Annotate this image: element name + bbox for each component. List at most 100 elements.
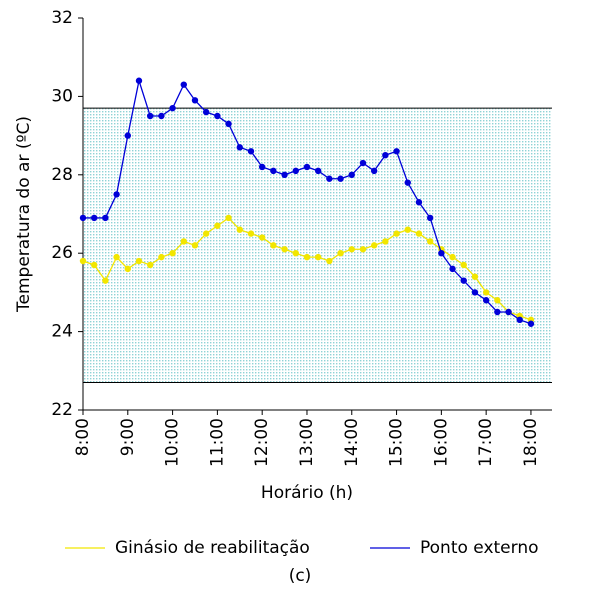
data-point <box>404 179 411 186</box>
data-point <box>124 265 131 273</box>
data-point <box>236 144 243 151</box>
data-point <box>426 238 434 245</box>
y-tick-label: 32 <box>51 8 73 28</box>
data-point <box>393 148 400 155</box>
data-point <box>135 77 143 84</box>
legend-label: Ginásio de reabilitação <box>115 538 310 558</box>
data-point <box>314 253 322 261</box>
x-tick-label: 12:00 <box>252 418 272 467</box>
data-point <box>460 277 467 284</box>
data-point <box>348 246 355 253</box>
y-tick-label: 26 <box>51 243 73 263</box>
y-tick-label: 30 <box>51 86 73 106</box>
caption: (c) <box>289 566 312 586</box>
data-point <box>326 175 333 182</box>
data-point <box>303 163 311 171</box>
data-point <box>79 257 87 265</box>
data-point <box>494 297 501 304</box>
data-point <box>348 171 355 178</box>
data-point <box>370 242 378 249</box>
y-tick-label: 28 <box>51 165 73 185</box>
x-tick-label: 9:00 <box>118 418 138 456</box>
x-tick-label: 8:00 <box>73 418 93 456</box>
data-point <box>303 253 311 261</box>
data-point <box>471 289 479 296</box>
x-tick-label: 15:00 <box>387 418 407 467</box>
data-point <box>225 214 232 222</box>
data-point <box>460 261 467 269</box>
data-point <box>191 242 199 249</box>
data-point <box>146 261 154 269</box>
data-point <box>214 112 221 120</box>
data-point <box>258 163 266 171</box>
data-point <box>482 297 490 304</box>
data-point <box>404 226 411 233</box>
data-point <box>202 108 210 116</box>
comfort-band <box>83 108 552 383</box>
data-point <box>214 222 221 229</box>
data-point <box>426 214 434 222</box>
data-point <box>382 238 389 245</box>
data-point <box>393 230 400 237</box>
data-point <box>102 214 109 222</box>
data-point <box>281 171 288 178</box>
data-point <box>359 246 367 253</box>
x-tick-label: 13:00 <box>297 418 317 467</box>
data-point <box>169 104 176 112</box>
y-axis-label: Temperatura do ar (ºC) <box>14 116 34 313</box>
legend-label: Ponto externo <box>420 538 539 558</box>
data-point <box>359 159 367 167</box>
data-point <box>169 250 176 257</box>
data-point <box>180 238 187 245</box>
data-point <box>90 214 98 222</box>
data-point <box>449 265 456 273</box>
data-point <box>292 250 299 257</box>
data-point <box>505 308 512 316</box>
data-point <box>337 175 344 182</box>
data-point <box>326 257 333 265</box>
data-point <box>527 320 535 327</box>
data-point <box>124 132 131 139</box>
x-tick-label: 11:00 <box>207 418 227 467</box>
data-point <box>247 148 255 155</box>
data-point <box>113 253 120 261</box>
data-point <box>382 152 389 159</box>
data-point <box>337 250 344 257</box>
data-point <box>79 214 87 222</box>
data-point <box>202 230 210 237</box>
x-tick-label: 17:00 <box>476 418 496 467</box>
data-point <box>494 308 501 316</box>
data-point <box>516 316 523 324</box>
data-point <box>314 167 322 175</box>
data-point <box>90 261 98 269</box>
data-point <box>482 289 490 296</box>
data-point <box>449 253 456 261</box>
data-point <box>158 112 165 120</box>
data-point <box>415 230 423 237</box>
data-point <box>225 120 232 128</box>
data-point <box>247 230 255 237</box>
data-point <box>438 250 445 257</box>
y-tick-label: 22 <box>51 400 73 420</box>
x-tick-label: 16:00 <box>431 418 451 467</box>
data-point <box>158 253 165 261</box>
data-point <box>270 167 277 175</box>
x-tick-label: 18:00 <box>521 418 541 467</box>
x-tick-label: 14:00 <box>342 418 362 467</box>
data-point <box>180 81 187 88</box>
x-axis-label: Horário (h) <box>261 483 353 503</box>
data-point <box>102 277 109 284</box>
data-point <box>191 97 199 104</box>
data-point <box>113 191 120 198</box>
data-point <box>370 167 378 175</box>
data-point <box>135 257 143 265</box>
data-point <box>281 246 288 253</box>
x-tick-label: 10:00 <box>163 418 183 467</box>
data-point <box>270 242 277 249</box>
data-point <box>146 112 154 120</box>
y-tick-label: 24 <box>51 322 73 342</box>
data-point <box>415 199 423 206</box>
data-point <box>292 167 299 175</box>
data-point <box>236 226 243 233</box>
